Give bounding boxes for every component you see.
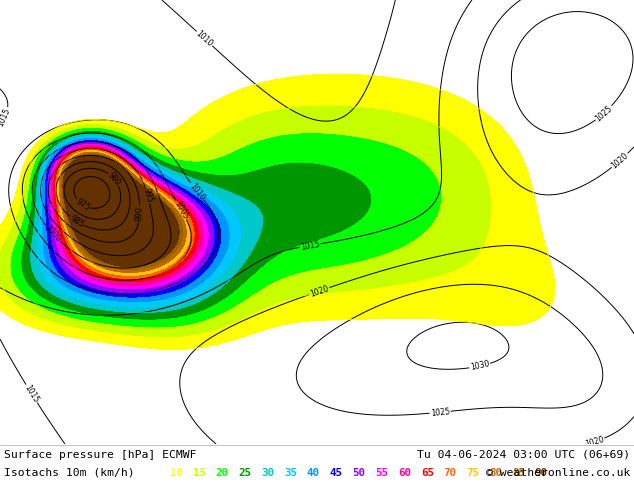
Text: 1030: 1030 (469, 360, 490, 372)
Text: 1010: 1010 (188, 181, 207, 202)
Text: © weatheronline.co.uk: © weatheronline.co.uk (486, 468, 630, 478)
Text: 40: 40 (307, 468, 320, 478)
Text: 995: 995 (141, 187, 154, 204)
Text: Surface pressure [hPa] ECMWF: Surface pressure [hPa] ECMWF (4, 450, 197, 460)
Text: 1015: 1015 (0, 106, 12, 128)
Text: Isotachs 10m (km/h): Isotachs 10m (km/h) (4, 468, 134, 478)
Text: 1020: 1020 (309, 284, 330, 298)
Text: 10: 10 (170, 468, 183, 478)
Text: 1010: 1010 (195, 29, 215, 49)
Text: 75: 75 (467, 468, 479, 478)
Text: 50: 50 (353, 468, 365, 478)
Text: Tu 04-06-2024 03:00 UTC (06+69): Tu 04-06-2024 03:00 UTC (06+69) (417, 450, 630, 460)
Text: 1020: 1020 (610, 151, 630, 170)
Text: 65: 65 (421, 468, 434, 478)
Text: 1000: 1000 (42, 223, 62, 244)
Text: 1015: 1015 (23, 383, 41, 404)
Text: 90: 90 (535, 468, 548, 478)
Text: 985: 985 (68, 214, 85, 229)
Text: 35: 35 (284, 468, 297, 478)
Text: 60: 60 (398, 468, 411, 478)
Text: 980: 980 (107, 171, 122, 188)
Text: 975: 975 (74, 197, 91, 213)
Text: 70: 70 (444, 468, 456, 478)
Text: 55: 55 (375, 468, 388, 478)
Text: 80: 80 (489, 468, 502, 478)
Text: 1015: 1015 (300, 240, 320, 251)
Text: 1025: 1025 (430, 407, 450, 417)
Text: 85: 85 (512, 468, 525, 478)
Text: 990: 990 (135, 206, 145, 220)
Text: 25: 25 (238, 468, 252, 478)
Text: 1005: 1005 (172, 199, 190, 220)
Text: 15: 15 (193, 468, 206, 478)
Text: 20: 20 (216, 468, 229, 478)
Text: 1025: 1025 (593, 103, 614, 123)
Text: 45: 45 (330, 468, 342, 478)
Text: 1020: 1020 (584, 435, 605, 449)
Text: 30: 30 (261, 468, 274, 478)
